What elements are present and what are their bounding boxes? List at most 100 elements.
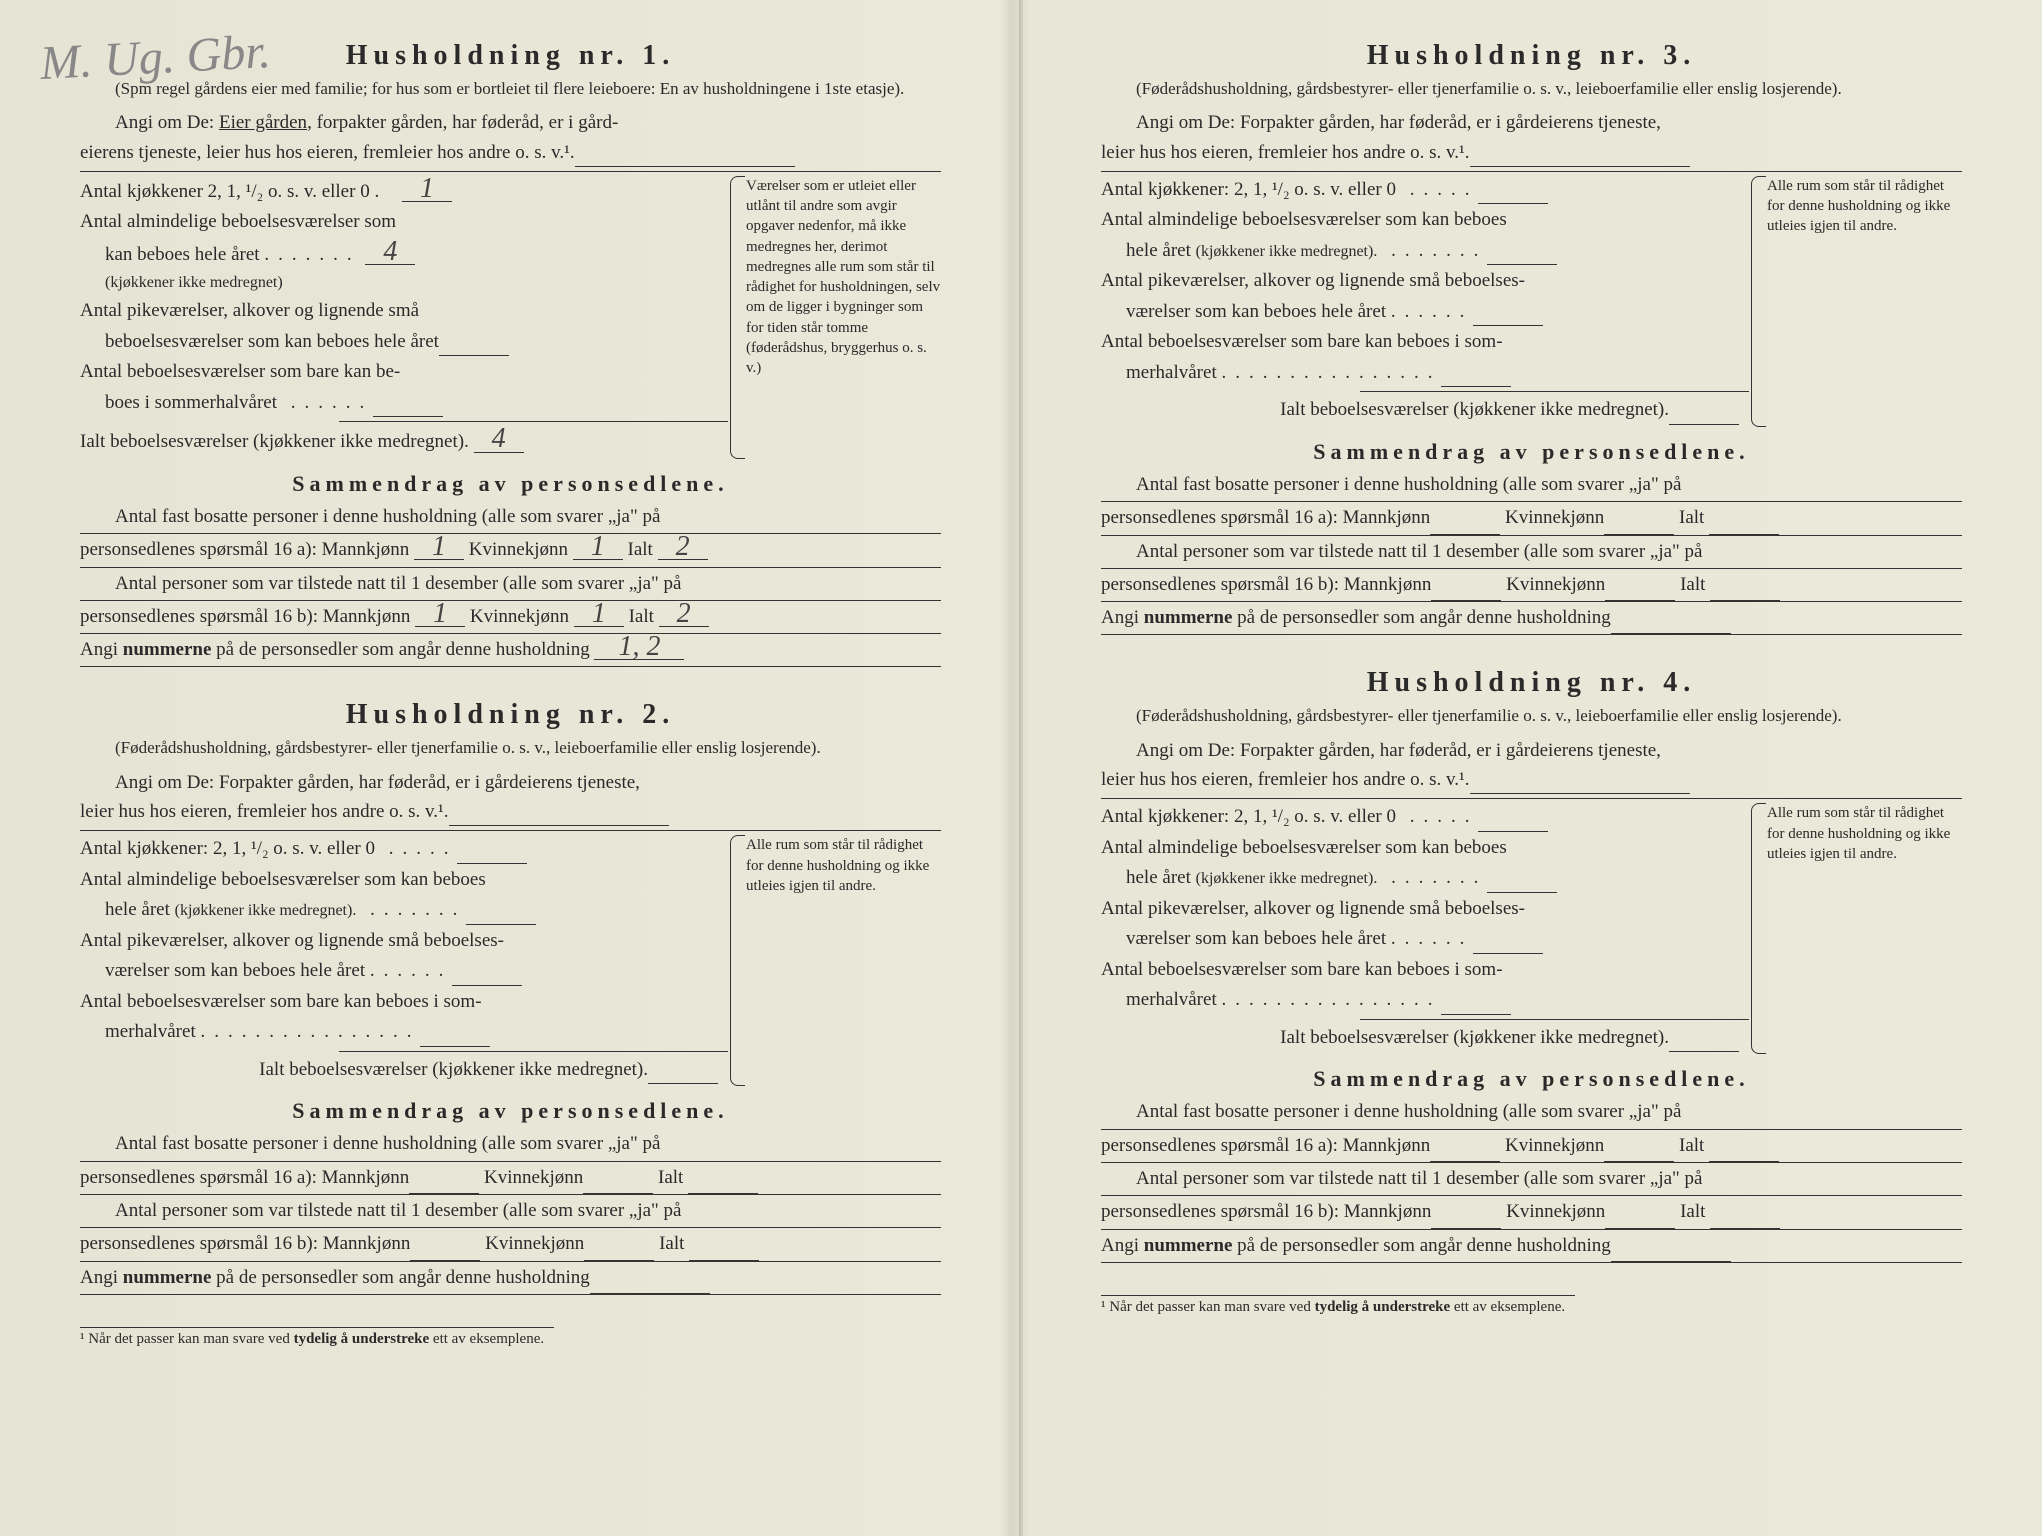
- ialt-label: Ialt: [1680, 574, 1705, 595]
- q-alm-sub: (kjøkkener ikke medregnet): [80, 271, 728, 295]
- bold-nummerne: nummerne: [123, 1267, 212, 1288]
- dots: .......: [1377, 240, 1487, 261]
- q-kjokkener: Antal kjøkkener 2, 1, ¹/₂ o. s. v. eller…: [80, 176, 728, 207]
- q-sommer2: merhalvåret ................: [1101, 359, 1749, 388]
- k-label: Kvinnekjønn: [1506, 1201, 1605, 1222]
- s16a-line1: Antal fast bosatte personer i denne hush…: [1101, 1096, 1962, 1129]
- q-alm: Antal almindelige beboelsesværelser som …: [1101, 206, 1749, 235]
- q-sommer2: merhalvåret ................: [80, 1018, 728, 1047]
- household-3: Husholdning nr. 3. (Føderådshusholdning,…: [1101, 40, 1962, 635]
- blank: [1478, 813, 1548, 832]
- blank: [1473, 307, 1543, 326]
- dots: .: [374, 181, 402, 202]
- main-block: Antal kjøkkener: 2, 1, ¹/₂ o. s. v. elle…: [80, 835, 728, 1086]
- blank: [1710, 582, 1780, 601]
- q-ialt-value: 4: [474, 426, 524, 452]
- q-alm2: hele året (kjøkkener ikke medregnet). ..…: [80, 896, 728, 925]
- dots: ................: [200, 1021, 420, 1042]
- main-block: Antal kjøkkener: 2, 1, ¹/₂ o. s. v. elle…: [1101, 176, 1749, 427]
- household-2-angi: Angi om De: Forpakter gården, har føderå…: [80, 768, 941, 797]
- dots: .......: [264, 244, 360, 265]
- footnote-left: ¹ Når det passer kan man svare ved tydel…: [80, 1327, 554, 1348]
- hr: [1360, 391, 1749, 392]
- ialt-label: Ialt: [658, 1167, 683, 1188]
- right-column: Husholdning nr. 3. (Føderådshusholdning,…: [1021, 0, 2042, 1536]
- q-kjokkener: Antal kjøkkener: 2, 1, ¹/₂ o. s. v. elle…: [1101, 803, 1749, 832]
- q-pike2: beboelsesværelser som kan beboes hele år…: [80, 328, 728, 357]
- blank: [688, 1175, 758, 1194]
- blank: [1470, 775, 1690, 794]
- s16b-line1: Antal personer som var tilstede natt til…: [80, 1195, 941, 1228]
- q-alm: Antal almindelige beboelsesværelser som …: [80, 866, 728, 895]
- dots: ......: [277, 392, 373, 413]
- summary-title-2: Sammendrag av personsedlene.: [80, 1098, 941, 1124]
- s16a-ialt: 2: [658, 534, 708, 560]
- household-2: Husholdning nr. 2. (Føderådshusholdning,…: [80, 699, 941, 1294]
- footnote-right: ¹ Når det passer kan man svare ved tydel…: [1101, 1295, 1575, 1316]
- q-alm2: hele året (kjøkkener ikke medregnet). ..…: [1101, 237, 1749, 266]
- blank: [1709, 516, 1779, 535]
- q-pike: Antal pikeværelser, alkover og lignende …: [1101, 267, 1749, 296]
- main-block: Antal kjøkkener 2, 1, ¹/₂ o. s. v. eller…: [80, 176, 728, 459]
- s16a-line1: Antal fast bosatte personer i denne hush…: [1101, 469, 1962, 502]
- household-1-questions: Antal kjøkkener 2, 1, ¹/₂ o. s. v. eller…: [80, 176, 941, 459]
- s16a-line1: Antal fast bosatte personer i denne hush…: [80, 501, 941, 534]
- nummer-line: Angi nummerne på de personsedler som ang…: [80, 634, 941, 667]
- household-4-angi: Angi om De: Forpakter gården, har føderå…: [1101, 736, 1962, 765]
- k-label: Kvinnekjønn: [1505, 507, 1604, 528]
- ialt-label: Ialt: [1679, 1135, 1704, 1156]
- dots: ......: [1391, 301, 1474, 322]
- dots: .....: [1396, 179, 1479, 200]
- household-1-angi2: eierens tjeneste, leier hus hos eieren, …: [80, 138, 941, 167]
- dots: ......: [370, 960, 453, 981]
- blank: [452, 967, 522, 986]
- k-label: Kvinnekjønn: [469, 539, 568, 560]
- blank: [1605, 582, 1675, 601]
- side-note-3: Alle rum som står til rådighet for denne…: [1759, 176, 1962, 427]
- q-label: Antal kjøkkener: 2, 1, ¹/₂ o. s. v. elle…: [1101, 179, 1396, 200]
- ialt-label: Ialt: [1680, 1201, 1705, 1222]
- q-alm2: hele året (kjøkkener ikke medregnet). ..…: [1101, 864, 1749, 893]
- s16a-line1: Antal fast bosatte personer i denne hush…: [80, 1128, 941, 1161]
- q-pike2: værelser som kan beboes hele året ......: [1101, 925, 1749, 954]
- summary-title-3: Sammendrag av personsedlene.: [1101, 439, 1962, 465]
- hr: [80, 171, 941, 172]
- q-alm-value: 4: [365, 239, 415, 265]
- household-2-angi2: leier hus hos eieren, fremleier hos andr…: [80, 797, 941, 826]
- s16b-ialt: 2: [659, 601, 709, 627]
- q-label: Ialt beboelsesværelser (kjøkkener ikke m…: [1280, 1027, 1669, 1048]
- household-3-questions: Antal kjøkkener: 2, 1, ¹/₂ o. s. v. elle…: [1101, 176, 1962, 427]
- nummer-line: Angi nummerne på de personsedler som ang…: [1101, 602, 1962, 635]
- summary-title-4: Sammendrag av personsedlene.: [1101, 1066, 1962, 1092]
- ialt-label: Ialt: [628, 539, 653, 560]
- side-note-4: Alle rum som står til rådighet for denne…: [1759, 803, 1962, 1054]
- household-4-subtitle: (Føderådshusholdning, gårdsbestyrer- ell…: [1101, 705, 1962, 727]
- household-3-subtitle: (Føderådshusholdning, gårdsbestyrer- ell…: [1101, 78, 1962, 100]
- hr: [1101, 798, 1962, 799]
- blank: [1473, 935, 1543, 954]
- blank: [1441, 368, 1511, 387]
- blank: [1611, 1243, 1731, 1262]
- bold-nummerne: nummerne: [123, 639, 212, 660]
- dots: .......: [1377, 867, 1487, 888]
- blank: [1487, 874, 1557, 893]
- household-3-angi2: leier hus hos eieren, fremleier hos andr…: [1101, 138, 1962, 167]
- q-alm2: kan beboes hele året ....... 4: [80, 239, 728, 270]
- q-kjokkener: Antal kjøkkener: 2, 1, ¹/₂ o. s. v. elle…: [1101, 176, 1749, 205]
- s16b-line2: personsedlenes spørsmål 16 b): Mannkjønn…: [1101, 1196, 1962, 1229]
- blank: [590, 1275, 710, 1294]
- s16a-line2: personsedlenes spørsmål 16 a): Mannkjønn…: [1101, 502, 1962, 535]
- main-block: Antal kjøkkener: 2, 1, ¹/₂ o. s. v. elle…: [1101, 803, 1749, 1054]
- blank: [583, 1175, 653, 1194]
- household-1-angi: Angi om De: Eier gården, forpakter gårde…: [80, 108, 941, 137]
- blank: [1470, 148, 1690, 167]
- angi-blank: [575, 148, 795, 167]
- blank: [1669, 406, 1739, 425]
- side-note-1: Værelser som er utleiet eller utlånt til…: [738, 176, 941, 459]
- q-alm: Antal almindelige beboelsesværelser som …: [1101, 834, 1749, 863]
- s16b-line2: personsedlenes spørsmål 16 b): Mannkjønn…: [1101, 569, 1962, 602]
- blank: [1487, 246, 1557, 265]
- household-3-angi: Angi om De: Forpakter gården, har føderå…: [1101, 108, 1962, 137]
- q-sommer: Antal beboelsesværelser som bare kan be-: [80, 358, 728, 387]
- nummer-line: Angi nummerne på de personsedler som ang…: [80, 1262, 941, 1295]
